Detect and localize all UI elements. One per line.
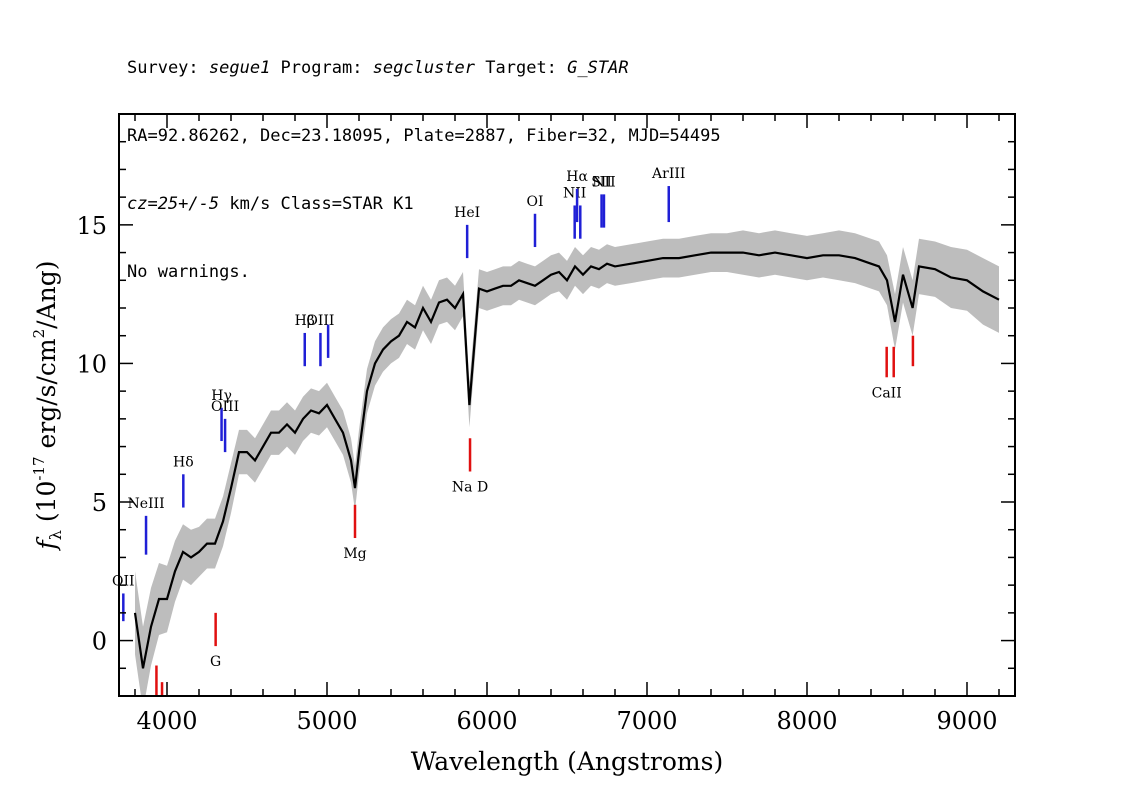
emission-line-label: HeI <box>454 205 480 221</box>
absorption-line-label: Mg <box>343 546 366 562</box>
y-axis-label: fλ (10-17 erg/s/cm2/Ang) <box>30 260 65 551</box>
target-value: G_STAR <box>567 58 629 79</box>
survey-value: segue1 <box>208 58 271 79</box>
emission-line-label: Hβ <box>295 313 315 329</box>
x-tick-label: 9000 <box>936 707 997 735</box>
emission-line-label: Hδ <box>173 454 194 470</box>
emission-line-label: OIII <box>211 399 239 415</box>
target-label: Target: <box>475 58 568 79</box>
x-tick-label: 8000 <box>776 707 837 735</box>
emission-line-label: ArIII <box>651 166 685 182</box>
program-value: segcluster <box>372 58 476 79</box>
header-line-survey: Survey: segue1 Program: segcluster Targe… <box>127 57 721 80</box>
emission-line-label: NII <box>563 185 586 201</box>
plot-frame <box>118 113 1016 697</box>
survey-label: Survey: <box>127 58 209 79</box>
cz-value: cz=25+/-5 <box>127 193 220 214</box>
x-tick-label: 6000 <box>456 707 517 735</box>
axis-ticks: 4000 5000 6000 7000 8000 9000 0 5 10 15 <box>76 114 1015 735</box>
error-band <box>135 230 999 696</box>
emission-line-label: OIII <box>306 313 334 329</box>
program-label: Program: <box>270 58 373 79</box>
class-text: km/s Class=STAR K1 <box>219 193 414 214</box>
y-tick-label: 5 <box>92 489 107 517</box>
x-tick-label: 4000 <box>136 707 197 735</box>
header-line-redshift: cz=25+/-5 km/s Class=STAR K1 <box>127 193 721 216</box>
x-tick-label: 7000 <box>616 707 677 735</box>
emission-line-label: NII <box>592 174 615 190</box>
y-tick-label: 15 <box>76 212 107 240</box>
absorption-line-label: Na D <box>452 480 488 496</box>
y-tick-label: 10 <box>76 350 107 378</box>
header-line-warnings: No warnings. <box>127 261 250 282</box>
spectrum-line <box>133 251 1000 669</box>
header-line-coordinates: RA=92.86262, Dec=23.18095, Plate=2887, F… <box>127 125 721 146</box>
absorption-line-label: CaII <box>872 385 902 401</box>
absorption-line-label: G <box>210 654 221 670</box>
emission-line-label: SII <box>591 174 612 190</box>
emission-line-label: Hα <box>566 169 588 185</box>
spectrum-header: Survey: segue1 Program: segcluster Targe… <box>127 12 721 306</box>
x-axis-label: Wavelength (Angstroms) <box>411 747 723 776</box>
emission-line-label: NeIII <box>127 496 164 512</box>
x-tick-label: 5000 <box>296 707 357 735</box>
emission-line-label: OII <box>112 573 135 589</box>
emission-line-label: Hγ <box>211 388 232 404</box>
y-tick-label: 0 <box>92 628 107 656</box>
emission-line-label: OI <box>526 194 543 210</box>
